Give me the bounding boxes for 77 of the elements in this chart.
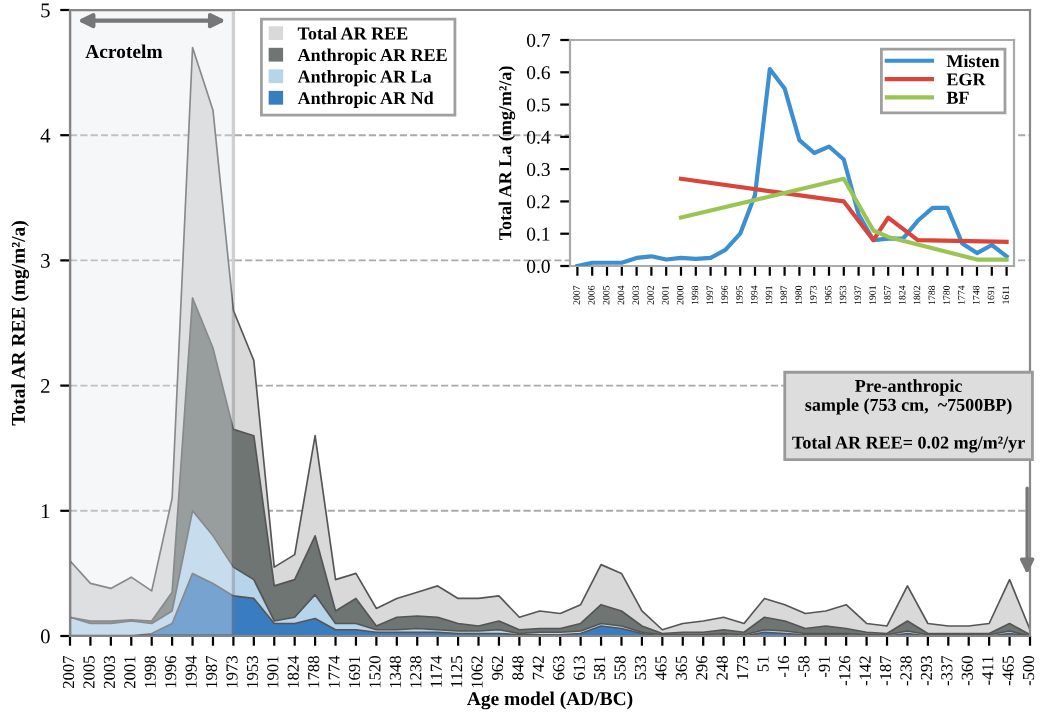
y-tick-label: 0.0 bbox=[526, 259, 550, 274]
x-tick-label: 742 bbox=[532, 656, 544, 680]
line-series bbox=[575, 66, 1009, 266]
legend-label: Anthropic AR La bbox=[297, 69, 432, 87]
y-tick-label: 0.7 bbox=[526, 33, 550, 48]
y-tick-label: 0.6 bbox=[526, 66, 550, 80]
x-tick-label: -500 bbox=[1022, 656, 1035, 686]
x-tick-label: -411 bbox=[982, 656, 994, 685]
x-tick-label: 1788 bbox=[308, 656, 320, 688]
line-series bbox=[678, 176, 1009, 262]
x-tick-label: 1125 bbox=[451, 656, 463, 687]
x-tick-label: 1987 bbox=[205, 655, 218, 688]
y-tick-label: 5 bbox=[41, 3, 50, 18]
x-tick-label: -142 bbox=[859, 656, 871, 686]
x-tick-label: -187 bbox=[879, 655, 892, 686]
x-tick-label: 533 bbox=[634, 656, 647, 680]
y-tick-label: 0 bbox=[40, 629, 50, 644]
legend-label: Anthropic AR Nd bbox=[297, 91, 434, 108]
band-label: Acrotelm bbox=[85, 44, 163, 59]
y-axis-title: Total AR REE (mg/m²/a) bbox=[11, 221, 30, 426]
legend-label: Misten bbox=[946, 54, 1000, 68]
legend-label: Anthropic AR REE bbox=[297, 48, 447, 65]
x-tick-label: 1062 bbox=[471, 656, 483, 688]
x-tick-label: 2005 bbox=[83, 656, 95, 689]
y-tick-label: 3 bbox=[41, 253, 50, 268]
x-tick-label: 581 bbox=[593, 656, 606, 680]
x-tick-label: 1238 bbox=[410, 656, 422, 688]
x-tick-label: 1174 bbox=[430, 655, 442, 687]
x-axis-title: Age model (AD/BC) bbox=[467, 691, 633, 710]
x-tick-label: 2003 bbox=[103, 656, 116, 689]
x-tick-label: 962 bbox=[491, 656, 504, 680]
x-tick-label: 2007 bbox=[62, 655, 75, 689]
legend-label: Total AR REE bbox=[297, 26, 408, 40]
y-tick-label: 1 bbox=[41, 504, 50, 519]
x-tick-label: 173 bbox=[737, 656, 749, 679]
x-tick-label: -465 bbox=[1002, 656, 1014, 686]
legend-label: BF bbox=[946, 91, 969, 104]
x-tick-label: 848 bbox=[512, 656, 524, 680]
x-tick-label: 613 bbox=[573, 656, 585, 680]
x-tick-label: 558 bbox=[614, 656, 626, 680]
y-tick-label: 0.5 bbox=[526, 98, 550, 112]
x-tick-label: 2001 bbox=[124, 656, 136, 689]
y-tick-label: 0.1 bbox=[526, 227, 550, 241]
x-tick-label: 1953 bbox=[246, 656, 258, 688]
x-tick-label: 1998 bbox=[144, 656, 156, 688]
legend-label: EGR bbox=[946, 73, 986, 86]
x-tick-label: 465 bbox=[655, 656, 667, 681]
x-tick-label: 51 bbox=[757, 656, 769, 672]
line-series bbox=[678, 176, 1009, 244]
x-tick-label: 365 bbox=[675, 656, 687, 680]
y-tick-label: 0.3 bbox=[526, 162, 550, 177]
x-tick-label: -58 bbox=[798, 656, 810, 678]
y-tick-label: 0.4 bbox=[526, 130, 551, 144]
x-tick-label: -126 bbox=[839, 655, 851, 686]
x-tick-label: -91 bbox=[818, 656, 830, 678]
x-tick-label: 1973 bbox=[226, 656, 238, 688]
x-tick-label: -16 bbox=[777, 655, 790, 678]
x-tick-label: 1774 bbox=[328, 655, 340, 688]
y-axis-title: Total AR La (mg/m²/a) bbox=[498, 66, 516, 241]
x-tick-label: -360 bbox=[961, 656, 973, 686]
x-tick-label: 1348 bbox=[389, 656, 401, 688]
x-tick-label: 1520 bbox=[369, 656, 381, 688]
y-tick-label: 2 bbox=[41, 379, 50, 393]
annotation: Pre-anthropic sample (753 cm, ~7500BP) Total AR REE= 0.02 mg/m²/yr bbox=[792, 379, 1025, 453]
x-tick-label: 1691 bbox=[348, 656, 361, 688]
y-tick-label: 4 bbox=[40, 128, 51, 143]
x-tick-label: 1824 bbox=[287, 655, 299, 688]
x-tick-label: -337 bbox=[941, 655, 953, 686]
x-tick-label: 1901 bbox=[267, 656, 279, 688]
x-tick-label: -293 bbox=[920, 656, 933, 686]
x-tick-label: -238 bbox=[900, 656, 912, 686]
y-tick-label: 0.2 bbox=[526, 195, 550, 209]
x-tick-label: 248 bbox=[716, 656, 728, 680]
x-tick-label: 1996 bbox=[165, 655, 177, 688]
x-tick-label: 296 bbox=[696, 655, 708, 680]
x-tick-label: 663 bbox=[553, 656, 565, 680]
x-tick-label: 1994 bbox=[185, 655, 197, 688]
